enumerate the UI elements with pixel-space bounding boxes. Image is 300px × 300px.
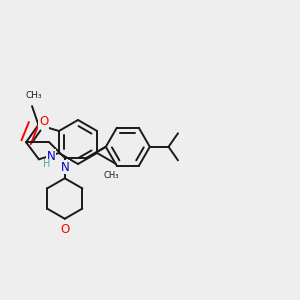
Text: O: O [60,223,69,236]
Text: N: N [60,161,69,174]
Text: N: N [47,150,56,163]
Text: H: H [43,159,50,169]
Text: CH₃: CH₃ [26,91,42,100]
Text: O: O [39,116,48,128]
Text: CH₃: CH₃ [103,172,119,181]
